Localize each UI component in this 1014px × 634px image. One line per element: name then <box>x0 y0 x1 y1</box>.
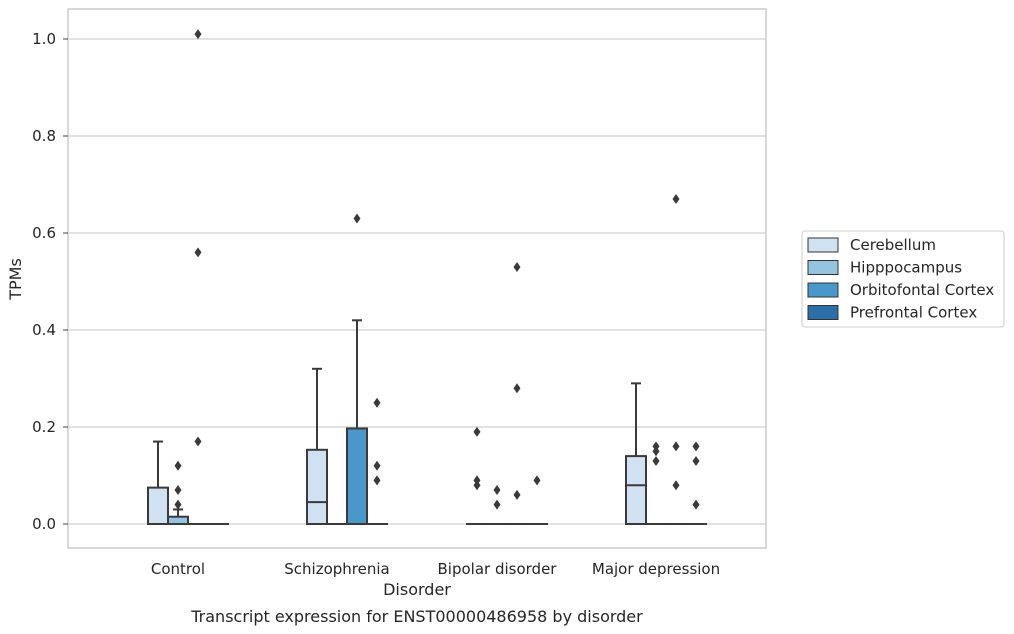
legend: Cerebellum Hipppocampus Orbitofontal Corte… <box>801 230 1005 328</box>
box-prefrontal-cortex-bipolar-disorder <box>526 475 548 526</box>
outlier-point <box>174 499 182 510</box>
y-tick-label: 0.6 <box>32 224 56 242</box>
x-axis-title: Disorder <box>383 580 451 599</box>
box-prefrontal-cortex-major-depression <box>685 441 707 526</box>
outlier-point <box>672 194 680 205</box>
box-orbitofontal-cortex-control <box>187 29 209 526</box>
box-cerebellum-control <box>147 440 169 525</box>
outlier-point <box>373 475 381 486</box>
outlier-point <box>194 247 202 258</box>
y-axis-ticks: 0.0 0.2 0.4 0.6 0.8 1.0 <box>32 30 68 533</box>
outlier-point <box>373 460 381 471</box>
x-tick-label: Bipolar disorder <box>438 560 558 578</box>
box-prefrontal-cortex-schizophrenia <box>366 397 388 526</box>
x-tick-label: Schizophrenia <box>284 560 389 578</box>
legend-label: Prefrontal Cortex <box>850 304 977 322</box>
box-hipppocampus-bipolar-disorder <box>486 485 508 526</box>
legend-label: Orbitofontal Cortex <box>850 281 994 299</box>
outlier-point <box>672 441 680 452</box>
figure-caption: Transcript expression for ENST0000048695… <box>190 607 643 626</box>
box-orbitofontal-cortex-schizophrenia <box>346 213 368 525</box>
outlier-point <box>373 397 381 408</box>
legend-swatch <box>807 282 839 298</box>
box-body <box>167 515 189 525</box>
legend-frame <box>801 230 1005 328</box>
y-tick-label: 0.2 <box>32 418 56 436</box>
outlier-point <box>353 213 361 224</box>
outlier-point <box>692 455 700 466</box>
plot-area <box>67 8 767 549</box>
outlier-point <box>194 29 202 40</box>
outlier-point <box>533 475 541 486</box>
box-body <box>346 427 368 525</box>
outlier-point <box>473 426 481 437</box>
outlier-point <box>652 446 660 457</box>
outlier-point <box>672 480 680 491</box>
y-axis-title: TPMs <box>6 258 25 301</box>
y-tick-label: 0.4 <box>32 321 56 339</box>
outlier-point <box>194 436 202 447</box>
x-axis-ticks: Control Schizophrenia Bipolar disorder Majo… <box>151 560 720 578</box>
outlier-point <box>692 441 700 452</box>
box-body <box>306 448 328 526</box>
box-series <box>147 29 707 526</box>
outlier-point <box>493 499 501 510</box>
outlier-point <box>513 261 521 272</box>
outlier-point <box>692 499 700 510</box>
x-tick-label: Control <box>151 560 205 578</box>
box-hipppocampus-major-depression <box>645 441 667 526</box>
y-tick-label: 0.8 <box>32 127 56 145</box>
legend-label: Cerebellum <box>850 236 936 254</box>
legend-swatch <box>807 260 839 275</box>
outlier-point <box>174 485 182 496</box>
y-tick-label: 1.0 <box>32 30 56 48</box>
box-body <box>147 486 169 525</box>
x-tick-label: Major depression <box>592 560 720 578</box>
box-body <box>625 455 647 526</box>
legend-swatch <box>807 305 839 320</box>
legend-label: Hipppocampus <box>850 259 962 277</box>
outlier-point <box>174 460 182 471</box>
outlier-point <box>513 489 521 500</box>
outlier-point <box>513 383 521 394</box>
legend-swatch <box>807 237 839 253</box>
outlier-point <box>652 455 660 466</box>
outlier-point <box>473 480 481 491</box>
outlier-point <box>493 485 501 496</box>
box-hipppocampus-control <box>167 460 189 525</box>
box-cerebellum-schizophrenia <box>306 367 328 526</box>
box-cerebellum-major-depression <box>625 382 647 526</box>
box-orbitofontal-cortex-major-depression <box>665 194 687 526</box>
y-tick-label: 0.0 <box>32 515 56 533</box>
